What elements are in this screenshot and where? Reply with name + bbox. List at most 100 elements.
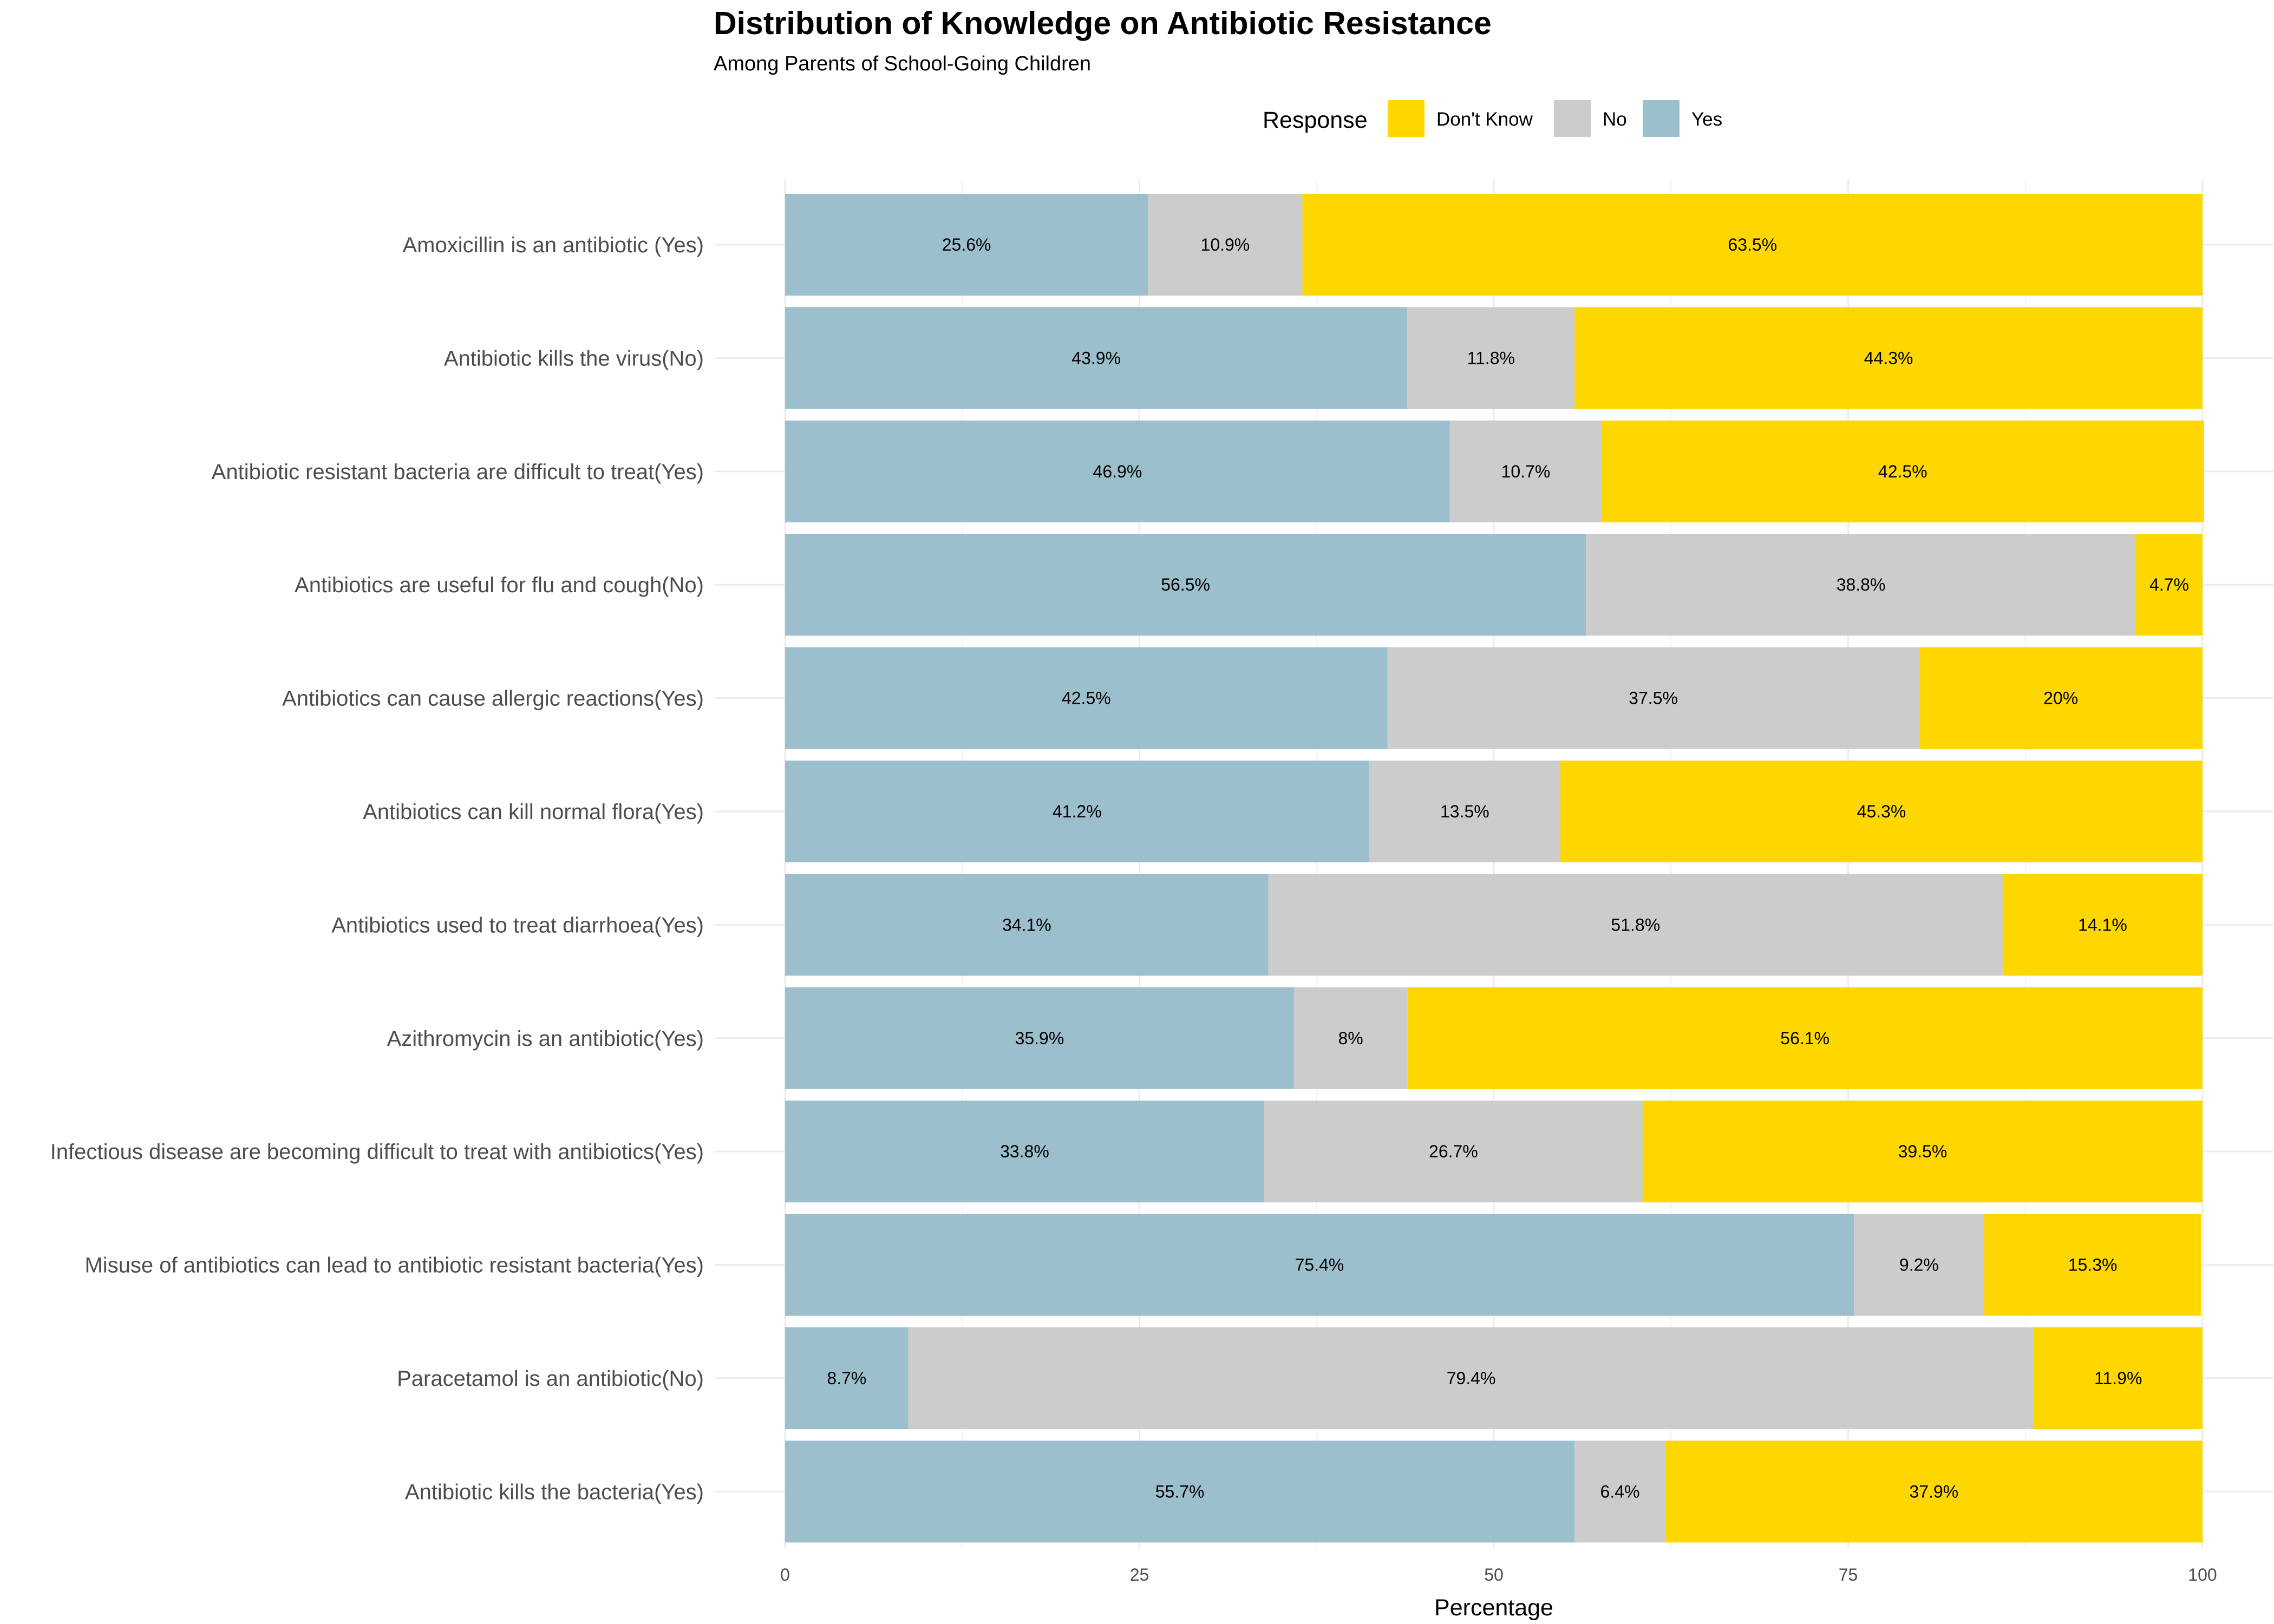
data-label: 37.9% — [1910, 1482, 1959, 1501]
legend-title: Response — [1263, 107, 1368, 133]
data-label: 56.5% — [1161, 575, 1210, 594]
y-tick-label: Antibiotic kills the virus(No) — [444, 346, 704, 370]
data-label: 37.5% — [1629, 689, 1678, 708]
data-label: 44.3% — [1864, 348, 1913, 368]
data-labels: 25.6% 10.9% 63.5% 43.9% 11.8% 44.3% 46.9% 10.7%… — [827, 235, 2189, 1501]
bar-no — [1369, 761, 1561, 862]
y-tick-label: Amoxicillin is an antibiotic (Yes) — [402, 233, 704, 257]
data-label: 14.1% — [2078, 915, 2127, 934]
data-label: 25.6% — [942, 235, 991, 254]
y-tick-label: Antibiotics can kill normal flora(Yes) — [363, 800, 704, 824]
data-label: 79.4% — [1447, 1368, 1496, 1388]
x-axis-title: Percentage — [1434, 1595, 1553, 1621]
bar-yes — [785, 761, 1369, 862]
x-tick-label: 25 — [1130, 1565, 1149, 1584]
data-label: 63.5% — [1728, 235, 1777, 254]
data-label: 34.1% — [1002, 915, 1051, 934]
data-label: 39.5% — [1898, 1142, 1948, 1161]
bar-no — [1293, 987, 1408, 1089]
y-axis-labels: Amoxicillin is an antibiotic (Yes) Antibi… — [50, 233, 704, 1504]
x-axis-ticks: 0 25 50 75 100 — [780, 1565, 2217, 1584]
bar-don-t-know — [2034, 1327, 2203, 1429]
bar-no — [1853, 1214, 1984, 1316]
data-label: 10.9% — [1201, 235, 1250, 254]
data-label: 26.7% — [1429, 1142, 1478, 1161]
data-label: 33.8% — [1000, 1142, 1049, 1161]
bar-no — [1148, 194, 1303, 296]
bar-yes — [785, 1101, 1264, 1203]
data-label: 11.8% — [1467, 348, 1515, 368]
x-tick-label: 100 — [2188, 1565, 2217, 1584]
data-label: 10.7% — [1501, 462, 1551, 481]
bar-no — [908, 1327, 2034, 1429]
data-label: 75.4% — [1295, 1255, 1344, 1275]
data-label: 6.4% — [1600, 1482, 1640, 1501]
data-label: 13.5% — [1440, 802, 1489, 821]
data-label: 8% — [1338, 1029, 1363, 1048]
chart-subtitle: Among Parents of School-Going Children — [714, 53, 1091, 75]
legend-key-don-t-know — [1388, 100, 1424, 137]
y-tick-label: Antibiotics used to treat diarrhoea(Yes) — [331, 913, 704, 937]
bar-don-t-know — [2002, 874, 2203, 976]
legend-key-no — [1554, 100, 1591, 137]
data-label: 45.3% — [1857, 802, 1906, 821]
bar-no — [1574, 1440, 1665, 1543]
bar-yes — [785, 534, 1586, 636]
legend-label-no: No — [1603, 109, 1627, 130]
legend-key-yes — [1643, 100, 1680, 137]
bars — [785, 194, 2204, 1543]
data-label: 56.1% — [1780, 1029, 1829, 1048]
bar-yes — [785, 194, 1148, 296]
data-label: 46.9% — [1093, 462, 1142, 481]
legend: Response Don't Know No Yes — [1263, 100, 1722, 137]
y-tick-label: Antibiotics are useful for flu and cough… — [295, 573, 704, 597]
y-tick-label: Azithromycin is an antibiotic(Yes) — [387, 1027, 704, 1051]
bar-don-t-know — [1407, 987, 2203, 1089]
y-tick-label: Antibiotics can cause allergic reactions… — [282, 687, 704, 711]
bar-yes — [785, 420, 1450, 522]
data-label: 41.2% — [1053, 802, 1102, 821]
bar-no — [1407, 307, 1575, 409]
legend-label-don-t-know: Don't Know — [1436, 109, 1533, 130]
x-tick-label: 0 — [780, 1565, 790, 1584]
x-tick-label: 75 — [1839, 1565, 1858, 1584]
bar-don-t-know — [1560, 761, 2203, 862]
chart-title: Distribution of Knowledge on Antibiotic … — [714, 5, 1492, 41]
bar-don-t-know — [2135, 534, 2203, 636]
x-tick-label: 50 — [1484, 1565, 1504, 1584]
bar-yes — [785, 647, 1388, 749]
data-label: 38.8% — [1837, 575, 1886, 594]
bar-yes — [785, 1214, 1854, 1316]
data-label: 42.5% — [1062, 689, 1111, 708]
bar-don-t-know — [1665, 1440, 2203, 1543]
bar-yes — [785, 307, 1408, 409]
bar-no — [1264, 1101, 1643, 1203]
data-label: 35.9% — [1015, 1029, 1064, 1048]
y-tick-label: Paracetamol is an antibiotic(No) — [397, 1367, 704, 1391]
data-label: 20% — [2043, 689, 2078, 708]
bar-yes — [785, 1327, 909, 1429]
bar-don-t-know — [1919, 647, 2203, 749]
data-label: 9.2% — [1899, 1255, 1939, 1275]
bar-don-t-know — [1302, 194, 2203, 296]
data-label: 55.7% — [1155, 1482, 1205, 1501]
bar-yes — [785, 874, 1269, 976]
bar-don-t-know — [1642, 1101, 2203, 1203]
y-tick-label: Infectious disease are becoming difficul… — [50, 1140, 704, 1164]
data-label: 51.8% — [1611, 915, 1660, 934]
bar-don-t-know — [1984, 1214, 2201, 1316]
bar-yes — [785, 987, 1294, 1089]
bar-don-t-know — [1574, 307, 2203, 409]
bar-no — [1586, 534, 2136, 636]
data-label: 43.9% — [1071, 348, 1121, 368]
data-label: 15.3% — [2068, 1255, 2118, 1275]
data-label: 42.5% — [1878, 462, 1927, 481]
y-tick-label: Misuse of antibiotics can lead to antibi… — [84, 1254, 704, 1278]
data-label: 4.7% — [2149, 575, 2189, 594]
bar-no — [1268, 874, 2003, 976]
bar-yes — [785, 1440, 1575, 1543]
data-label: 8.7% — [827, 1368, 866, 1388]
bar-don-t-know — [1601, 420, 2204, 522]
legend-label-yes: Yes — [1691, 109, 1722, 130]
